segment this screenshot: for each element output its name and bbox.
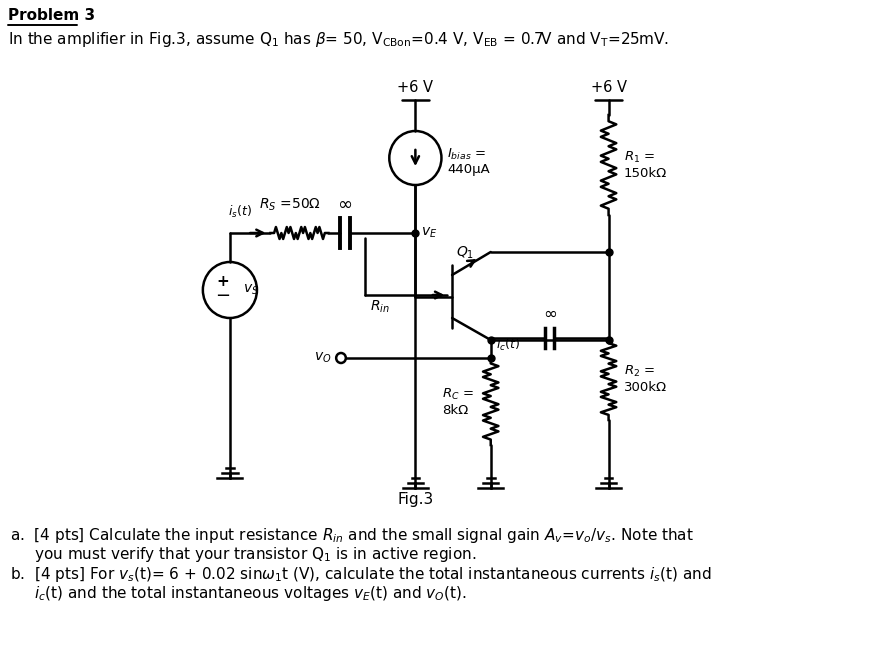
Text: a.  [4 pts] Calculate the input resistance $R_{in}$ and the small signal gain $A: a. [4 pts] Calculate the input resistanc…	[10, 526, 694, 545]
Text: $v_O$: $v_O$	[314, 351, 332, 365]
Text: $i_s(t)$: $i_s(t)$	[228, 204, 252, 220]
Text: −: −	[216, 287, 231, 305]
Text: +6 V: +6 V	[590, 80, 626, 95]
Text: $Q_1$: $Q_1$	[456, 245, 474, 261]
Text: Fig.3: Fig.3	[397, 492, 433, 507]
Text: In the amplifier in Fig.3, assume Q$_1$ has $\beta$= 50, V$_{\rm CBon}$=0.4 V, V: In the amplifier in Fig.3, assume Q$_1$ …	[8, 30, 669, 49]
Text: +6 V: +6 V	[397, 80, 433, 95]
Text: $v_S$: $v_S$	[244, 282, 260, 297]
Text: $R_2$ =
300kΩ: $R_2$ = 300kΩ	[624, 364, 667, 394]
Text: +: +	[217, 274, 230, 289]
Text: $R_{in}$: $R_{in}$	[370, 299, 390, 315]
Text: 440μA: 440μA	[447, 162, 490, 176]
Text: $\infty$: $\infty$	[543, 304, 557, 322]
Text: $i_c(t)$: $i_c(t)$	[496, 337, 520, 353]
Text: $R_S$ =50Ω: $R_S$ =50Ω	[259, 197, 321, 213]
Text: $\infty$: $\infty$	[338, 195, 353, 213]
Circle shape	[336, 353, 346, 363]
Text: $I_{bias}$ =: $I_{bias}$ =	[447, 146, 487, 162]
Text: Problem 3: Problem 3	[8, 8, 95, 23]
Text: $i_c$(t) and the total instantaneous voltages $v_E$(t) and $v_O$(t).: $i_c$(t) and the total instantaneous vol…	[10, 584, 467, 603]
Text: you must verify that your transistor Q$_1$ is in active region.: you must verify that your transistor Q$_…	[10, 545, 476, 564]
Text: $v_E$: $v_E$	[421, 226, 438, 240]
Text: $R_C$ =
8kΩ: $R_C$ = 8kΩ	[442, 386, 474, 417]
Text: $R_1$ =
150kΩ: $R_1$ = 150kΩ	[624, 150, 667, 180]
Text: b.  [4 pts] For $v_s$(t)= 6 + 0.02 sin$\omega_1$t (V), calculate the total insta: b. [4 pts] For $v_s$(t)= 6 + 0.02 sin$\o…	[10, 565, 711, 584]
